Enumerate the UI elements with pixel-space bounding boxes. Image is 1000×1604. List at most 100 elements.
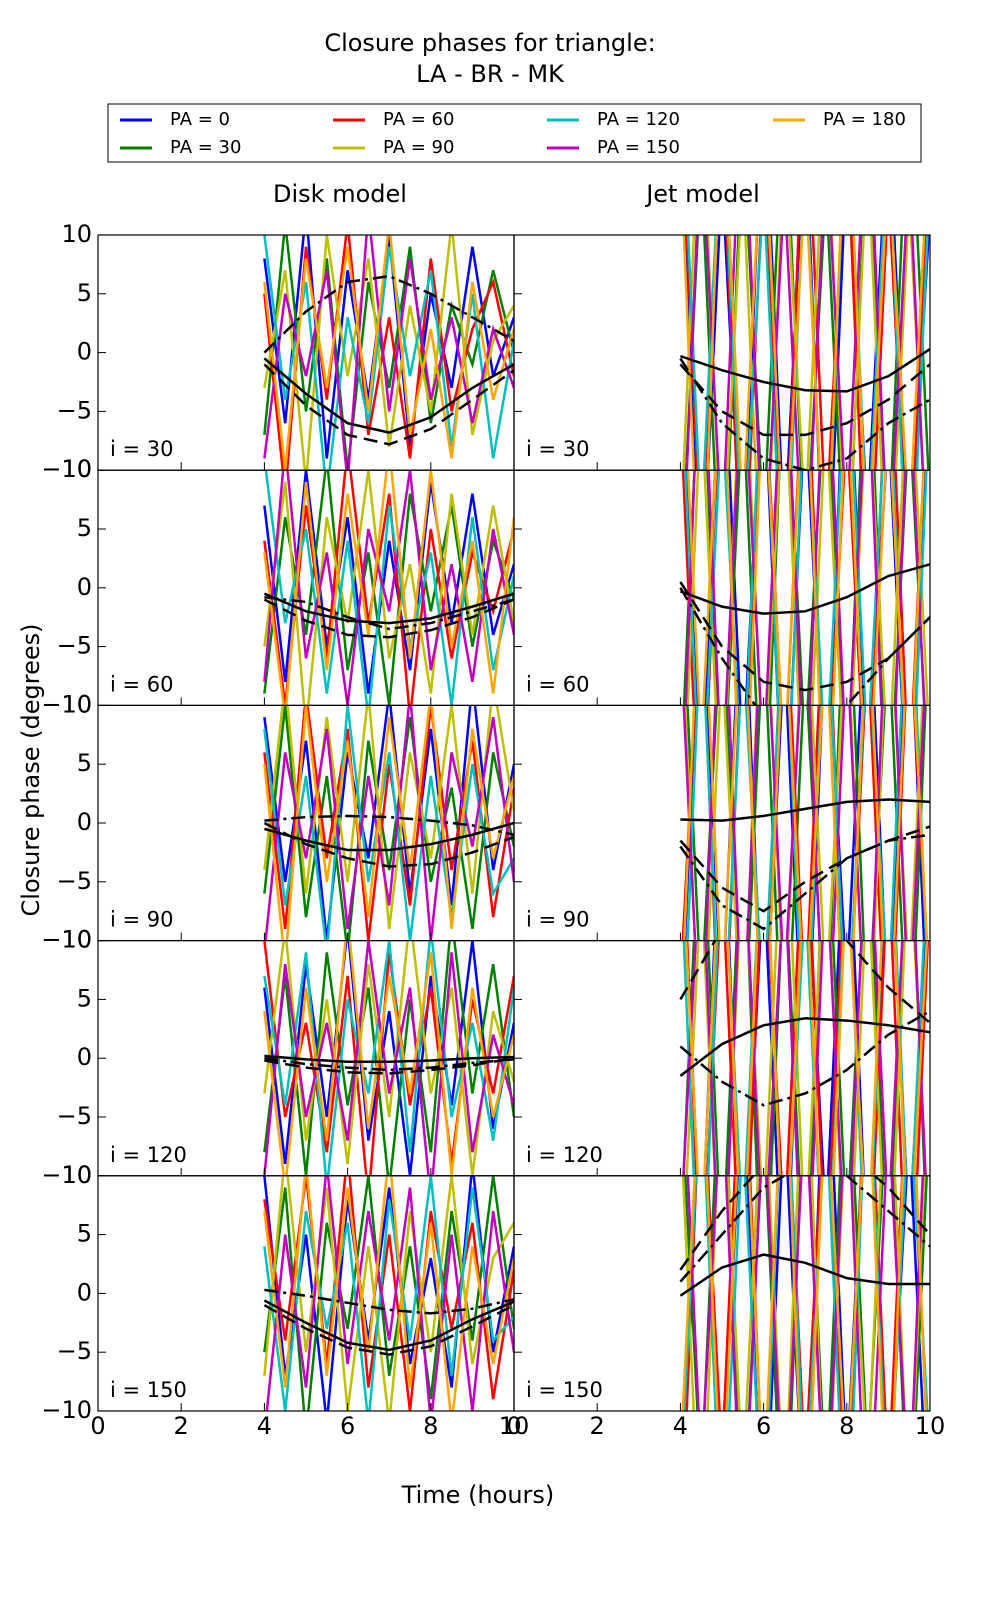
x-tick-label: 8 (839, 1412, 854, 1440)
model-line (679, 940, 930, 1024)
x-tick-label: 2 (590, 1412, 605, 1440)
y-tick-label: 5 (77, 1220, 92, 1248)
panel-label: i = 60 (110, 672, 174, 696)
data-line (264, 470, 514, 706)
legend-label: PA = 150 (597, 137, 680, 158)
data-line (686, 470, 925, 706)
panel (263, 705, 514, 941)
data-line (263, 235, 514, 471)
panel (263, 235, 514, 471)
data-line (684, 470, 926, 706)
panel-label: i = 30 (110, 437, 174, 461)
y-tick-label: −5 (57, 867, 92, 895)
data-line (263, 705, 514, 941)
y-tick-label: −10 (41, 690, 92, 718)
x-tick-label: 6 (756, 1412, 771, 1440)
model-line (263, 598, 514, 639)
model-line (679, 1175, 930, 1271)
y-axis-label: Closure phase (degrees) (17, 624, 45, 917)
data-line (263, 940, 514, 1176)
y-tick-label: 5 (77, 514, 92, 542)
y-tick-label: −10 (41, 926, 92, 954)
model-line (680, 798, 930, 822)
y-tick-label: 5 (77, 279, 92, 307)
data-line (681, 705, 928, 941)
data-line (263, 235, 514, 471)
y-tick-label: −5 (57, 1337, 92, 1365)
panel (263, 1175, 514, 1412)
y-tick-label: −10 (41, 1161, 92, 1189)
data-line (682, 705, 926, 941)
data-line (263, 705, 514, 929)
data-line (263, 470, 514, 706)
model-line (263, 821, 514, 868)
chart-title: LA - BR - MK (416, 60, 565, 88)
data-line (683, 470, 928, 706)
x-tick-label: 0 (506, 1412, 521, 1440)
data-line (263, 470, 514, 694)
data-line (686, 470, 929, 706)
model-line (679, 1010, 930, 1107)
model-line (264, 595, 514, 631)
model-line (679, 1175, 930, 1283)
data-line (682, 940, 926, 1176)
data-line (685, 1175, 928, 1412)
data-line (263, 470, 514, 706)
data-line (686, 705, 928, 941)
data-line (682, 470, 926, 706)
x-tick-label: 10 (499, 1412, 530, 1440)
model-line (679, 363, 930, 437)
data-line (263, 940, 514, 1176)
model-line (679, 348, 930, 393)
model-line (264, 814, 514, 836)
data-line (263, 705, 514, 941)
data-line (263, 235, 514, 459)
data-line (263, 235, 514, 471)
y-tick-label: −5 (57, 632, 92, 660)
column-title: Disk model (273, 180, 407, 208)
data-line (683, 705, 924, 941)
panel-label: i = 60 (526, 672, 590, 696)
model-line (264, 1054, 514, 1063)
panel-label: i = 120 (526, 1143, 603, 1167)
panel-label: i = 30 (526, 437, 590, 461)
panel-label: i = 150 (110, 1378, 187, 1402)
panel (263, 940, 514, 1176)
legend-label: PA = 60 (383, 109, 454, 130)
data-line (683, 1175, 924, 1412)
panel (263, 470, 514, 706)
legend-label: PA = 0 (170, 109, 230, 130)
legend-label: PA = 90 (383, 137, 454, 158)
data-line (686, 1175, 924, 1412)
legend-box (107, 103, 922, 163)
model-line (264, 821, 514, 852)
y-tick-label: 10 (61, 220, 92, 248)
chart-title: Closure phases for triangle: (324, 29, 655, 57)
data-line (683, 705, 926, 941)
x-axis-label: Time (hours) (401, 1481, 555, 1509)
x-tick-label: 8 (423, 1412, 438, 1440)
model-line (264, 1056, 514, 1075)
panel-label: i = 90 (110, 908, 174, 932)
model-line (264, 1056, 514, 1072)
y-tick-label: −10 (41, 1396, 92, 1424)
legend-label: PA = 120 (597, 109, 680, 130)
model-line (263, 1299, 514, 1352)
panel-frame (513, 704, 931, 942)
model-line (679, 563, 930, 615)
panel (679, 705, 930, 941)
legend-label: PA = 30 (170, 137, 241, 158)
data-line (263, 1175, 514, 1412)
data-line (263, 1175, 514, 1412)
y-tick-label: 10 (61, 455, 92, 483)
data-line (263, 470, 514, 706)
model-line (264, 1288, 514, 1315)
data-line (263, 235, 514, 471)
panel-label: i = 150 (526, 1378, 603, 1402)
data-line (684, 940, 929, 1176)
model-line (263, 592, 514, 625)
column-title: Jet model (644, 180, 760, 208)
y-tick-label: −5 (57, 1102, 92, 1130)
